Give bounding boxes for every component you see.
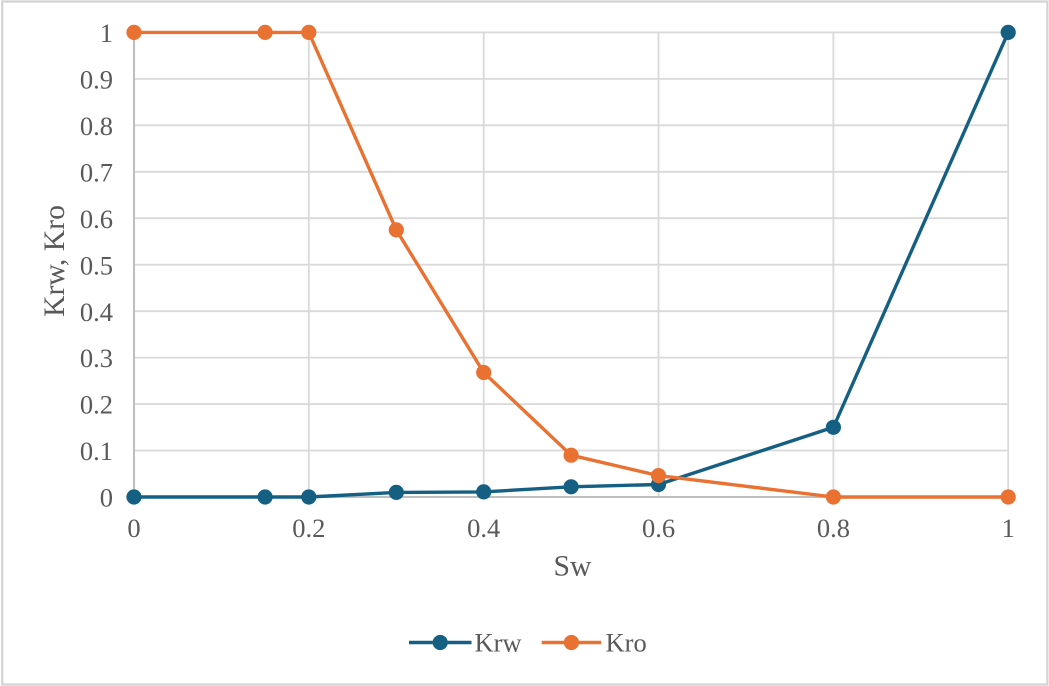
svg-text:0.4: 0.4 [80, 297, 113, 327]
svg-text:0.6: 0.6 [642, 513, 675, 543]
svg-text:0.2: 0.2 [292, 513, 325, 543]
svg-text:Krw: Krw [475, 627, 523, 657]
svg-text:0.9: 0.9 [80, 65, 113, 95]
svg-text:0.4: 0.4 [467, 513, 500, 543]
svg-text:Kro: Kro [606, 627, 647, 657]
svg-text:0.5: 0.5 [80, 250, 113, 280]
svg-text:Krw, Kro: Krw, Kro [39, 205, 71, 317]
svg-text:1: 1 [1002, 513, 1015, 543]
svg-text:0: 0 [100, 483, 113, 513]
svg-text:0.2: 0.2 [80, 390, 113, 420]
svg-text:0.8: 0.8 [80, 111, 113, 141]
svg-text:0.8: 0.8 [817, 513, 850, 543]
svg-text:0.7: 0.7 [80, 157, 113, 187]
svg-text:1: 1 [100, 18, 113, 48]
svg-text:0.3: 0.3 [80, 343, 113, 373]
svg-text:Sw: Sw [554, 551, 593, 583]
svg-text:0.6: 0.6 [80, 204, 113, 234]
svg-text:0.1: 0.1 [80, 436, 113, 466]
svg-text:0: 0 [127, 513, 140, 543]
